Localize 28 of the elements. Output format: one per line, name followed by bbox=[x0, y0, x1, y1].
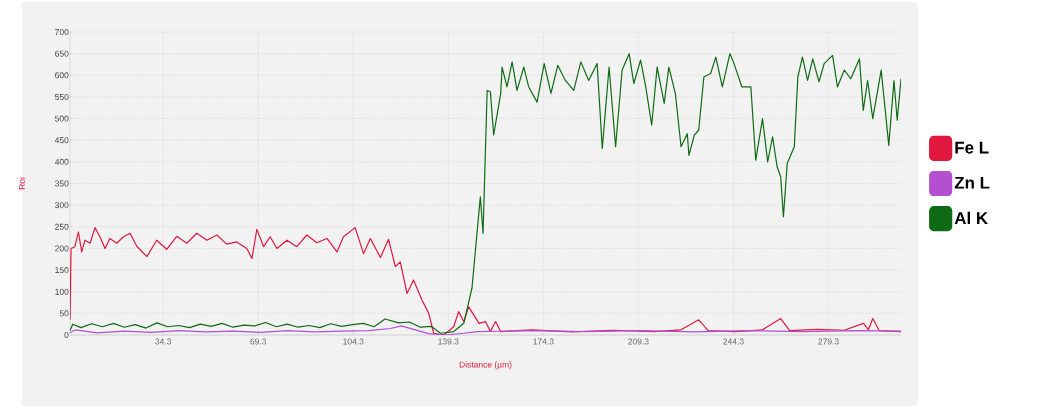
y-tick-label: 50 bbox=[59, 310, 69, 317]
x-axis-title: Distance (µm) bbox=[459, 361, 512, 370]
y-tick-label: 250 bbox=[55, 223, 69, 230]
y-tick-label: 100 bbox=[55, 288, 69, 295]
y-tick-label: 400 bbox=[54, 158, 69, 165]
y-tick-label: 0 bbox=[64, 332, 69, 338]
x-tick-label: 174.3 bbox=[533, 338, 554, 345]
x-tick-label: 104.3 bbox=[343, 338, 364, 345]
x-tick-label: 139.3 bbox=[438, 338, 459, 345]
y-tick-label: 500 bbox=[55, 115, 69, 122]
y-tick-label: 650 bbox=[55, 50, 69, 57]
legend-label: Al K bbox=[954, 211, 988, 224]
legend-label: Zn L bbox=[954, 176, 990, 189]
y-tick-label: 450 bbox=[54, 137, 69, 144]
x-tick-label: 209.3 bbox=[628, 338, 649, 345]
y-tick-label: 550 bbox=[55, 93, 69, 100]
y-tick-label: 600 bbox=[55, 72, 69, 79]
y-tick-label: 150 bbox=[55, 267, 69, 274]
legend-label: Fe L bbox=[955, 141, 989, 154]
x-tick-label: 279.3 bbox=[818, 338, 839, 345]
y-tick-label: 300 bbox=[55, 202, 69, 209]
x-tick-label: 34.3 bbox=[155, 338, 172, 345]
y-axis-title: Roi bbox=[18, 177, 25, 190]
x-tick-label: 69.3 bbox=[250, 338, 267, 345]
y-tick-label: 700 bbox=[55, 29, 69, 35]
x-tick-label: 244.3 bbox=[723, 338, 744, 345]
y-tick-label: 350 bbox=[55, 180, 69, 187]
y-tick-label: 200 bbox=[55, 245, 69, 252]
